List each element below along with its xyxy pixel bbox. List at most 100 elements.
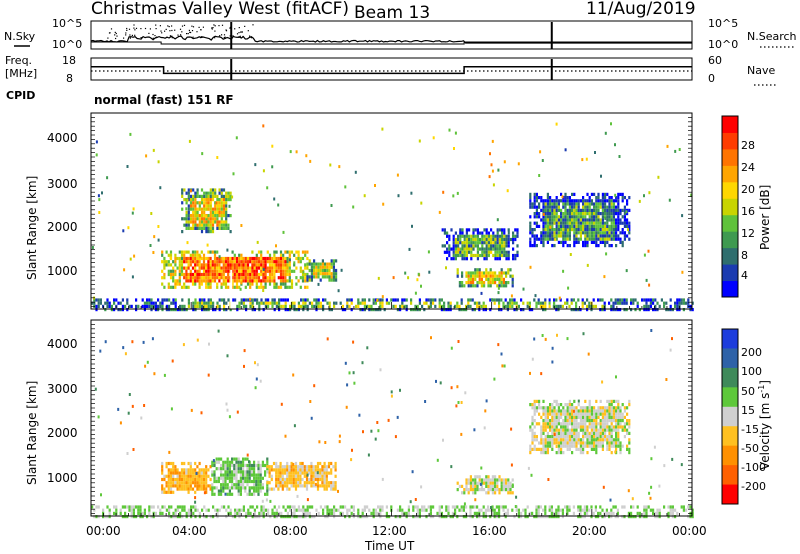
range-gate-cell xyxy=(246,463,249,468)
range-gate-cell xyxy=(187,256,190,261)
range-gate-cell xyxy=(597,515,600,519)
range-gate-cell xyxy=(438,304,441,308)
range-gate-cell xyxy=(568,508,571,512)
range-gate-cell xyxy=(242,479,245,484)
range-gate-cell xyxy=(674,515,677,519)
range-gate-cell xyxy=(535,447,538,451)
range-gate-cell xyxy=(687,505,690,509)
range-gate-cell xyxy=(273,279,276,283)
range-gate-cell xyxy=(494,277,497,281)
range-gate-cell xyxy=(549,202,552,206)
range-gate-cell xyxy=(498,250,501,254)
range-gate-cell xyxy=(423,508,426,512)
range-gate-cell xyxy=(350,308,353,312)
range-gate-cell xyxy=(468,241,471,245)
range-gate-cell xyxy=(249,266,252,270)
range-gate-cell xyxy=(621,428,624,432)
range-gate-cell xyxy=(621,208,624,212)
range-gate-cell xyxy=(575,228,578,232)
range-gate-cell xyxy=(301,276,305,280)
range-gate-cell xyxy=(313,265,316,269)
range-gate-cell xyxy=(235,473,238,477)
range-gate-cell xyxy=(586,218,589,222)
range-gate-cell xyxy=(599,234,602,238)
range-gate-cell xyxy=(213,250,217,254)
range-gate-cell xyxy=(553,202,556,206)
range-gate-cell xyxy=(272,487,276,491)
range-gate-cell xyxy=(279,282,283,286)
range-gate-cell xyxy=(222,266,225,270)
range-gate-cell xyxy=(172,301,175,305)
range-gate-cell xyxy=(161,465,164,469)
range-gate-cell xyxy=(617,215,620,219)
range-gate-cell xyxy=(157,505,160,509)
range-gate-cell xyxy=(678,301,681,305)
range-gate-cell xyxy=(277,484,280,488)
range-gate-cell xyxy=(689,505,692,509)
range-gate-cell xyxy=(562,231,565,235)
range-gate-cell xyxy=(106,298,109,302)
range-gate-cell xyxy=(411,224,413,228)
range-gate-cell xyxy=(132,505,135,509)
range-gate-cell xyxy=(185,220,188,224)
range-gate-cell xyxy=(308,515,311,519)
range-gate-cell xyxy=(180,263,184,267)
range-gate-cell xyxy=(617,221,620,225)
range-gate-cell xyxy=(630,515,633,519)
range-gate-cell xyxy=(299,474,302,478)
range-gate-cell xyxy=(220,214,223,218)
range-gate-cell xyxy=(507,244,510,248)
range-gate-cell xyxy=(187,508,190,512)
range-gate-cell xyxy=(544,441,547,445)
range-gate-cell xyxy=(577,415,580,419)
range-gate-cell xyxy=(381,301,384,305)
range-gate-cell xyxy=(260,285,263,289)
range-gate-cell xyxy=(217,457,220,461)
range-gate-cell xyxy=(255,266,258,270)
range-gate-cell xyxy=(473,511,476,515)
range-gate-cell xyxy=(500,352,503,356)
range-gate-cell xyxy=(292,481,295,485)
range-gate-cell xyxy=(207,220,210,224)
range-gate-cell xyxy=(463,488,466,492)
range-gate-cell xyxy=(257,272,261,277)
range-gate-cell xyxy=(485,228,488,232)
range-gate-cell xyxy=(279,260,283,264)
range-gate-cell xyxy=(555,409,558,413)
range-gate-cell xyxy=(487,253,490,258)
range-gate-cell xyxy=(330,487,333,491)
range-gate-cell xyxy=(560,234,563,238)
range-gate-cell xyxy=(533,444,536,448)
range-gate-cell xyxy=(321,268,324,273)
range-gate-cell xyxy=(399,388,401,392)
range-gate-cell xyxy=(229,260,232,264)
range-gate-cell xyxy=(280,304,283,308)
range-gate-cell xyxy=(231,492,234,496)
range-gate-cell xyxy=(610,224,613,228)
range-gate-cell xyxy=(573,231,576,235)
range-gate-cell xyxy=(555,199,558,203)
range-gate-cell xyxy=(509,298,512,302)
range-gate-cell xyxy=(553,428,556,432)
range-gate-cell xyxy=(494,237,497,242)
range-gate-cell xyxy=(322,308,325,312)
range-gate-cell xyxy=(647,308,650,312)
range-gate-cell xyxy=(266,276,269,280)
nsky-point xyxy=(107,37,109,39)
range-gate-cell xyxy=(634,515,637,519)
range-gate-cell xyxy=(200,266,203,270)
range-gate-cell xyxy=(213,266,217,270)
range-gate-cell xyxy=(454,231,457,235)
range-gate-cell xyxy=(456,515,459,519)
range-gate-cell xyxy=(293,269,296,273)
range-gate-cell xyxy=(213,253,217,257)
range-gate-cell xyxy=(600,174,602,178)
range-gate-cell xyxy=(355,304,358,308)
range-gate-cell xyxy=(506,301,509,305)
range-gate-cell xyxy=(344,361,347,365)
range-gate-cell xyxy=(517,511,520,515)
range-gate-cell xyxy=(268,256,272,261)
range-gate-cell xyxy=(628,224,631,228)
range-gate-cell xyxy=(617,224,620,228)
range-gate-cell xyxy=(205,471,208,475)
